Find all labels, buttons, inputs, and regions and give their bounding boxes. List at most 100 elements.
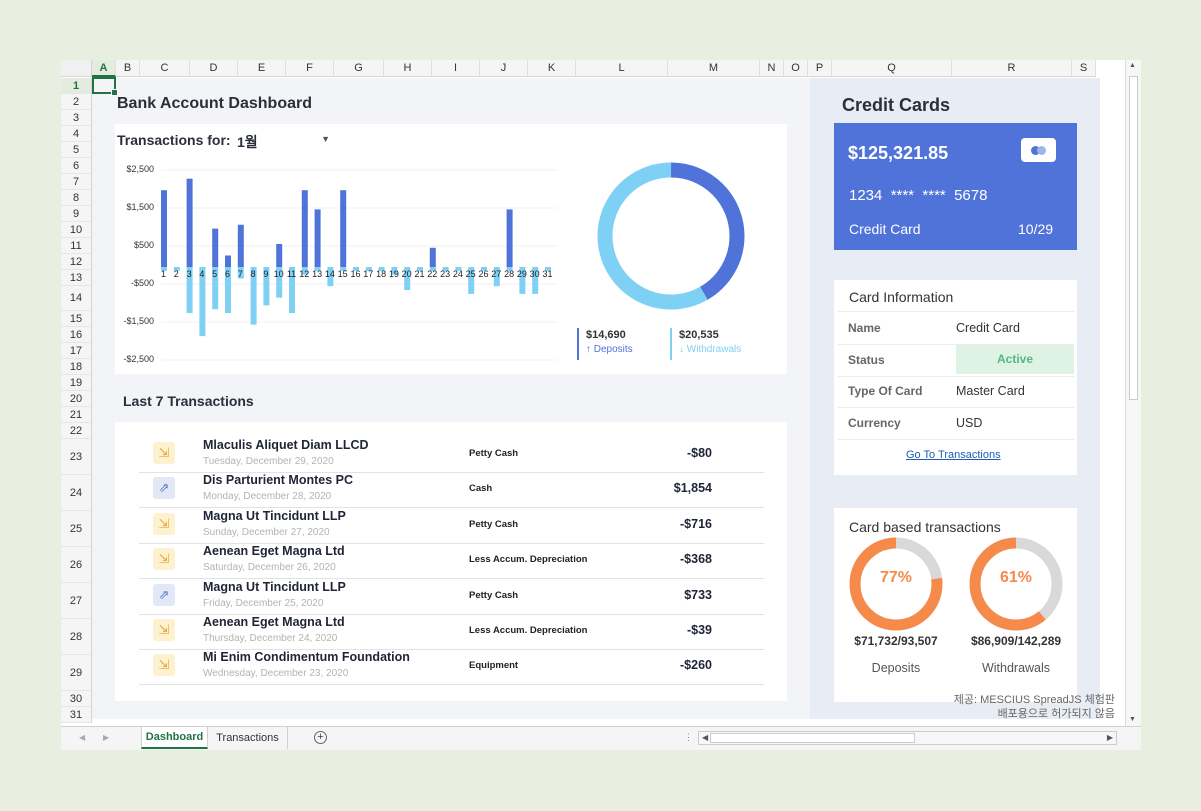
transaction-row[interactable]: ⇲ Magna Ut Tincidunt LLP Sunday, December … <box>115 509 787 543</box>
row-header-3[interactable]: 3 <box>61 110 92 126</box>
row-header-28[interactable]: 28 <box>61 619 92 655</box>
row-header-10[interactable]: 10 <box>61 222 92 238</box>
row-header-21[interactable]: 21 <box>61 407 92 423</box>
transaction-row[interactable]: ⇗ Dis Parturient Montes PC Monday, Decembe… <box>115 473 787 507</box>
transaction-category: Less Accum. Depreciation <box>469 554 588 566</box>
info-label: Type Of Card <box>848 384 923 398</box>
transaction-row[interactable]: ⇗ Magna Ut Tincidunt LLP Friday, December … <box>115 580 787 614</box>
row-header-23[interactable]: 23 <box>61 439 92 475</box>
column-header-g[interactable]: G <box>334 60 384 77</box>
select-all-corner[interactable] <box>61 60 92 77</box>
column-header-o[interactable]: O <box>784 60 808 77</box>
row-header-31[interactable]: 31 <box>61 707 92 723</box>
transactions-filter-panel: Transactions for: 1월 ▼ <box>115 124 787 156</box>
info-value: USD <box>956 415 983 430</box>
withdrawal-bar-17 <box>365 267 372 271</box>
withdrawals-gauge <box>969 537 1063 631</box>
transaction-row[interactable]: ⇲ Mi Enim Condimentum Foundation Wednesday… <box>115 650 787 684</box>
row-header-14[interactable]: 14 <box>61 286 92 311</box>
column-header-h[interactable]: H <box>384 60 432 77</box>
withdrawal-bar-4 <box>199 267 206 337</box>
row-header-20[interactable]: 20 <box>61 391 92 407</box>
column-header-m[interactable]: M <box>668 60 760 77</box>
x-tick-label: 29 <box>516 269 527 279</box>
row-header-7[interactable]: 7 <box>61 174 92 190</box>
credit-card[interactable]: $125,321.85 1234 **** **** 5678 Credit C… <box>834 123 1077 250</box>
card-information-panel: Card Information <box>834 280 1077 475</box>
row-header-2[interactable]: 2 <box>61 94 92 110</box>
row-header-27[interactable]: 27 <box>61 583 92 619</box>
row-header-6[interactable]: 6 <box>61 158 92 174</box>
active-cell-a1[interactable] <box>92 77 118 96</box>
column-header-e[interactable]: E <box>238 60 286 77</box>
scroll-thumb[interactable] <box>1129 76 1138 400</box>
column-header-j[interactable]: J <box>480 60 528 77</box>
tab-dashboard[interactable]: Dashboard <box>141 727 208 749</box>
column-header-l[interactable]: L <box>576 60 668 77</box>
h-scroll-thumb[interactable] <box>710 733 915 743</box>
scroll-down-icon[interactable]: ▼ <box>1129 716 1136 723</box>
column-header-p[interactable]: P <box>808 60 832 77</box>
row-header-26[interactable]: 26 <box>61 547 92 583</box>
gauge-label: Withdrawals <box>981 661 1051 675</box>
row-header-17[interactable]: 17 <box>61 343 92 359</box>
withdrawal-bar-30 <box>532 267 539 294</box>
add-sheet-icon[interactable]: + <box>314 731 327 744</box>
withdrawal-bar-26 <box>481 267 487 271</box>
row-header-4[interactable]: 4 <box>61 126 92 142</box>
deposit-bar-28 <box>506 209 513 267</box>
column-header-c[interactable]: C <box>140 60 190 77</box>
card-expiry: 10/29 <box>1018 221 1054 237</box>
vertical-scrollbar[interactable]: ▲ ▼ <box>1125 60 1141 726</box>
column-header-d[interactable]: D <box>190 60 238 77</box>
transaction-amount: -$368 <box>680 552 712 567</box>
column-header-r[interactable]: R <box>952 60 1072 77</box>
row-header-24[interactable]: 24 <box>61 475 92 511</box>
row-header-29[interactable]: 29 <box>61 655 92 691</box>
column-header-q[interactable]: Q <box>832 60 952 77</box>
row-header-30[interactable]: 30 <box>61 691 92 707</box>
card-balance: $125,321.85 <box>848 143 949 163</box>
column-header-i[interactable]: I <box>432 60 480 77</box>
tab-transactions[interactable]: Transactions <box>208 727 288 749</box>
transaction-name: Aenean Eget Magna Ltd <box>203 615 345 629</box>
column-header-a[interactable]: A <box>92 60 116 77</box>
divider <box>838 311 1074 312</box>
column-header-s[interactable]: S <box>1072 60 1096 77</box>
row-header-1[interactable]: 1 <box>61 78 92 94</box>
row-header-11[interactable]: 11 <box>61 238 92 254</box>
row-header-22[interactable]: 22 <box>61 423 92 439</box>
row-header-16[interactable]: 16 <box>61 327 92 343</box>
month-dropdown[interactable]: 1월 ▼ <box>235 128 330 150</box>
transaction-row[interactable]: ⇲ Aenean Eget Magna Ltd Thursday, December… <box>115 615 787 649</box>
column-header-n[interactable]: N <box>760 60 784 77</box>
deposits-amount: $14,690 <box>586 329 626 341</box>
row-header-13[interactable]: 13 <box>61 270 92 286</box>
tab-nav-next-icon[interactable]: ▶ <box>103 733 110 742</box>
row-header-25[interactable]: 25 <box>61 511 92 547</box>
scroll-left-icon[interactable]: ◀ <box>702 733 709 742</box>
column-header-b[interactable]: B <box>116 60 140 77</box>
row-header-19[interactable]: 19 <box>61 375 92 391</box>
x-tick-label: 14 <box>324 269 335 279</box>
tab-splitter-icon[interactable]: ⋮ <box>684 732 693 742</box>
deposit-bar-15 <box>340 190 347 267</box>
go-to-transactions-link[interactable]: Go To Transactions <box>906 449 1001 461</box>
row-header-12[interactable]: 12 <box>61 254 92 270</box>
row-divider <box>139 684 764 686</box>
row-header-18[interactable]: 18 <box>61 359 92 375</box>
transaction-row[interactable]: ⇲ Aenean Eget Magna Ltd Saturday, December… <box>115 544 787 578</box>
row-header-15[interactable]: 15 <box>61 311 92 327</box>
column-header-k[interactable]: K <box>528 60 576 77</box>
tab-nav-prev-icon[interactable]: ◀ <box>79 733 86 742</box>
transaction-row[interactable]: ⇲ Mlaculis Aliquet Diam LLCD Tuesday, Dece… <box>115 438 787 472</box>
scroll-right-icon[interactable]: ▶ <box>1106 733 1113 742</box>
withdrawal-bar-6 <box>225 267 231 314</box>
horizontal-scrollbar[interactable]: ◀ ▶ <box>698 731 1117 745</box>
row-header-5[interactable]: 5 <box>61 142 92 158</box>
row-header-8[interactable]: 8 <box>61 190 92 206</box>
column-header-f[interactable]: F <box>286 60 334 77</box>
row-header-9[interactable]: 9 <box>61 206 92 222</box>
scroll-up-icon[interactable]: ▲ <box>1129 62 1136 69</box>
